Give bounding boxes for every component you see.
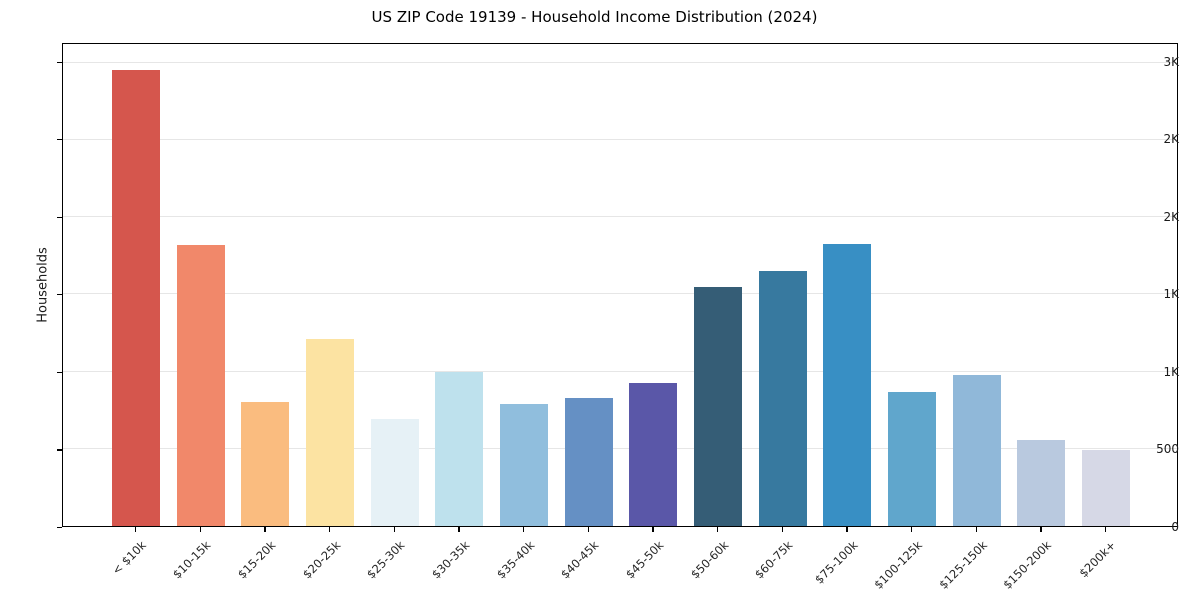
x-tick-mark (329, 527, 331, 532)
bar-$20-25k (306, 339, 354, 526)
x-tick-label: $30-35k (428, 538, 473, 582)
x-tick-mark (1040, 527, 1042, 532)
x-tick-label: $45-50k (622, 538, 667, 582)
x-tick-label: $200k+ (1076, 538, 1119, 581)
x-tick-label: $125-150k (935, 538, 990, 590)
y-tick-mark (57, 139, 62, 141)
bar-$75-100k (823, 244, 872, 526)
gridline (63, 293, 1177, 295)
x-tick-label: $15-20k (234, 538, 279, 582)
x-tick-mark (523, 527, 525, 532)
x-tick-mark (911, 527, 913, 532)
y-tick-label: 0 (1171, 520, 1179, 534)
y-tick-mark (57, 216, 62, 218)
y-tick-label: 2K (1163, 209, 1179, 224)
y-tick-label: 3K (1163, 54, 1179, 69)
gridline (63, 447, 1177, 449)
y-tick-mark (57, 294, 62, 296)
y-tick-label: 1K (1163, 364, 1179, 379)
x-tick-mark (781, 527, 783, 532)
bar-$45-50k (629, 383, 678, 526)
x-tick-label: $10-15k (170, 538, 214, 582)
gridline (63, 138, 1177, 140)
plot-area: Households (35, 43, 1178, 527)
x-tick-label: $35-40k (493, 538, 537, 582)
x-tick-label: $150-200k (1000, 538, 1055, 590)
bar-$40-45k (564, 397, 613, 526)
bar-$10-15k (176, 244, 225, 526)
gridline (63, 216, 1177, 218)
y-tick-mark (57, 449, 62, 451)
bar-$15-20k (241, 401, 290, 526)
x-tick-mark (587, 527, 589, 532)
x-tick-mark (652, 527, 654, 532)
bar-$60-75k (758, 271, 807, 526)
chart-title: US ZIP Code 19139 - Household Income Dis… (371, 8, 818, 26)
x-tick-mark (846, 527, 848, 532)
bar-$200k+ (1082, 449, 1130, 526)
x-tick-mark (1105, 527, 1107, 532)
x-tick-label: $75-100k (811, 538, 861, 587)
y-tick-label: 2K (1163, 132, 1179, 147)
x-tick-mark (458, 527, 460, 532)
y-tick-mark (57, 61, 62, 63)
y-tick-mark (57, 527, 62, 529)
x-tick-label: $100-125k (871, 538, 925, 590)
x-tick-mark (135, 527, 137, 532)
x-tick-mark (975, 527, 977, 532)
bar-$25-30k (370, 418, 419, 526)
x-tick-mark (199, 527, 201, 532)
x-tick-label: $60-75k (752, 538, 796, 582)
bar-$35-40k (500, 403, 548, 526)
x-tick-label: $40-45k (558, 538, 602, 582)
x-tick-label: $20-25k (299, 538, 343, 582)
x-tick-label: $50-60k (687, 538, 731, 582)
gridline (63, 61, 1177, 63)
x-tick-mark (717, 527, 719, 532)
bar-$100-125k (888, 392, 936, 526)
x-tick-mark (264, 527, 266, 532)
y-tick-label: 1K (1163, 287, 1179, 302)
y-tick-mark (57, 371, 62, 374)
x-tick-mark (393, 527, 395, 532)
y-axis-label: Households (35, 247, 51, 323)
bar-$50-60k (694, 286, 742, 526)
x-tick-label: < $10k (109, 538, 149, 578)
bar-$125-150k (952, 375, 1001, 526)
x-tick-label: $25-30k (364, 538, 408, 582)
bar-< $10k (112, 70, 160, 526)
bar-$30-35k (435, 372, 484, 526)
bar-$150-200k (1017, 440, 1066, 526)
gridline (63, 370, 1177, 372)
y-tick-label: 500 (1156, 442, 1179, 457)
